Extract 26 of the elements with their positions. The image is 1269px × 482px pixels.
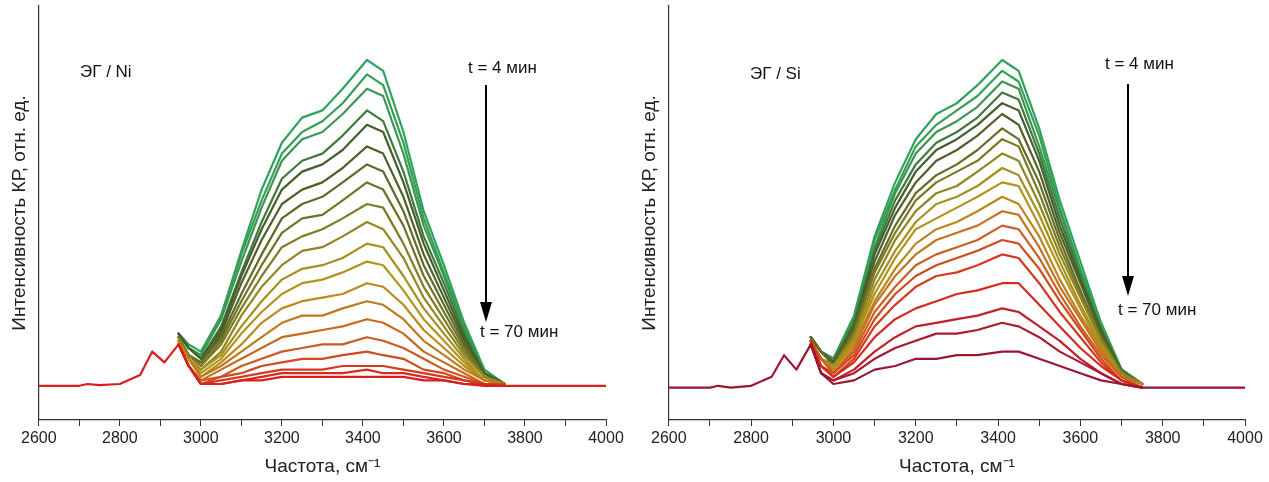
annotation: t = 4 мин (468, 58, 537, 78)
x-tick-label: 4000 (1227, 429, 1263, 447)
x-tick-label: 4000 (588, 429, 624, 447)
x-tick-label: 3200 (897, 429, 934, 447)
x-tick-label: 2600 (651, 429, 687, 447)
x-axis-title: Частота, см⁻¹ (898, 454, 1015, 476)
x-tick-label: 2800 (102, 429, 138, 447)
y-axis-title: Интенсивность КР, отн. ед. (637, 95, 659, 331)
x-tick-label: 3600 (1062, 429, 1099, 447)
x-tick-label: 3400 (345, 429, 381, 447)
x-tick-label: 3000 (183, 429, 219, 447)
annotation: ЭГ / Si (750, 64, 801, 84)
x-tick-label: 2600 (21, 429, 57, 447)
annotation: t = 4 мин (1105, 54, 1174, 74)
annotation: t = 70 мин (1118, 300, 1197, 320)
x-tick-label: 2800 (733, 429, 770, 447)
y-axis-title: Интенсивность КР, отн. ед. (7, 95, 29, 331)
x-tick-label: 3800 (1144, 429, 1181, 447)
annotation: t = 70 мин (480, 322, 559, 342)
annotation: ЭГ / Ni (80, 62, 132, 82)
x-axis-title: Частота, см⁻¹ (264, 454, 381, 476)
x-tick-label: 3400 (980, 429, 1016, 447)
x-tick-label: 3000 (815, 429, 852, 447)
x-tick-label: 3600 (426, 429, 462, 447)
x-tick-label: 3200 (264, 429, 300, 447)
x-tick-label: 3800 (507, 429, 543, 447)
